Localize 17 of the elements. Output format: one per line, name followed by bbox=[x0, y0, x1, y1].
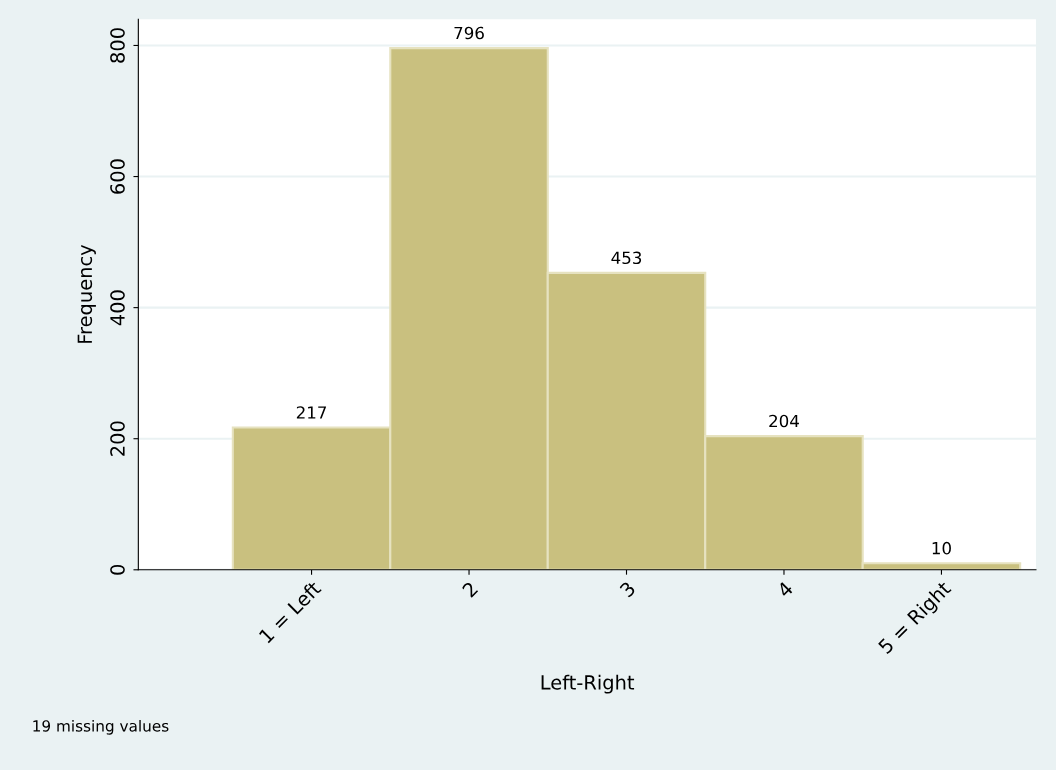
x-tick-label: 3 bbox=[619, 580, 637, 598]
data-label: 204 bbox=[769, 414, 799, 428]
x-axis-title: Left-Right bbox=[541, 674, 635, 694]
text: 19 missing values bbox=[33, 719, 169, 735]
y-axis-title: Frequency bbox=[77, 244, 96, 343]
x-tick-label: 4 bbox=[776, 580, 794, 599]
x-tick-label: 1 = Left bbox=[258, 579, 322, 644]
y-tick-label: 400 bbox=[110, 290, 125, 326]
data-label: 796 bbox=[454, 26, 484, 40]
data-label: 217 bbox=[296, 406, 327, 419]
data-label: 453 bbox=[611, 251, 642, 265]
y-tick-label: 200 bbox=[110, 421, 125, 456]
y-tick-label: 800 bbox=[110, 28, 125, 63]
y-tick-label: 600 bbox=[110, 159, 125, 194]
y-tick-label: 0 bbox=[110, 564, 125, 575]
x-tick-label: 2 bbox=[461, 581, 479, 598]
data-label: 10 bbox=[932, 541, 951, 555]
